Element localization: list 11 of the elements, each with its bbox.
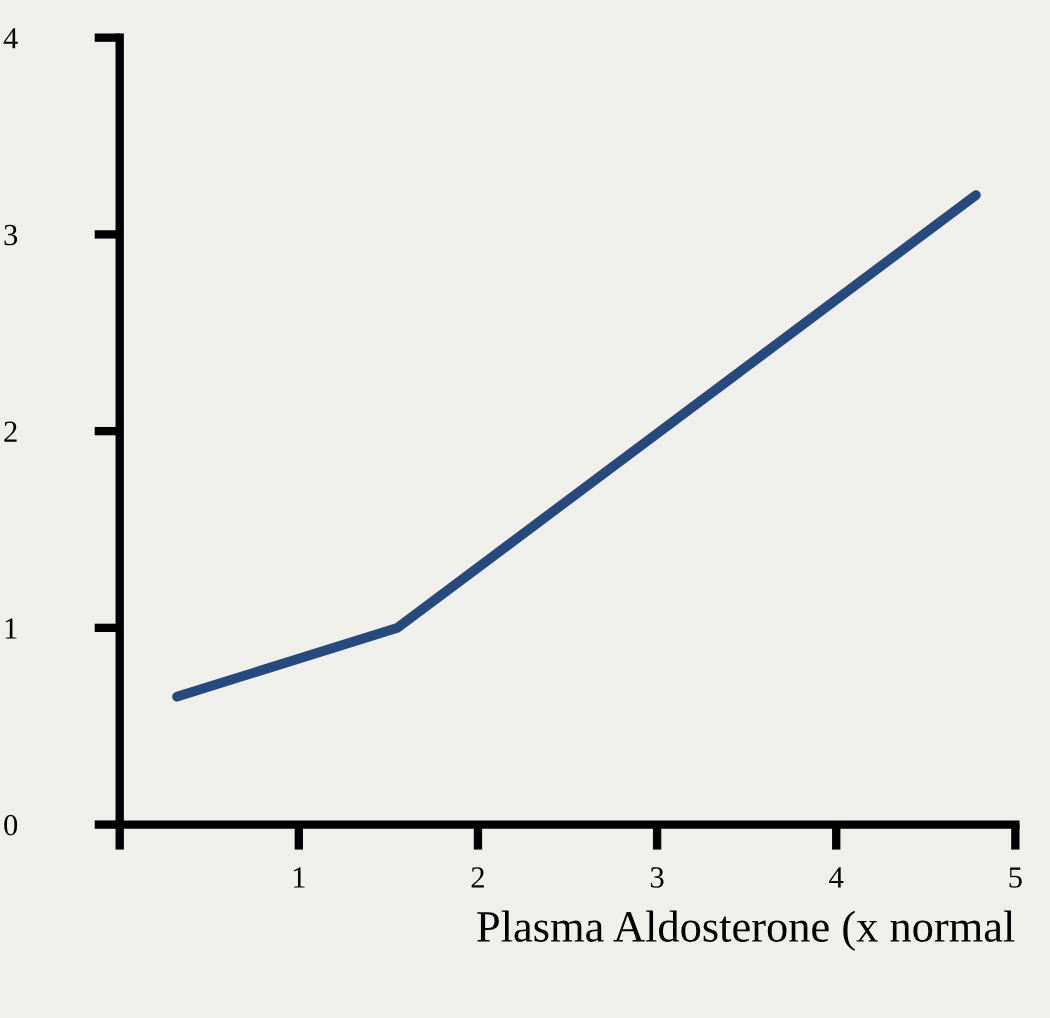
y-tick-label: 0 — [4, 814, 18, 836]
y-tick-label: 2 — [4, 421, 17, 442]
x-tick-label: 3 — [650, 867, 664, 888]
x-axis-title: Plasma Aldosterone (x normal — [477, 910, 1015, 951]
x-tick-label: 2 — [471, 867, 484, 888]
x-tick-label: 5 — [1009, 867, 1022, 888]
x-tick-label: 4 — [829, 867, 844, 888]
y-tick-label: 4 — [3, 28, 18, 49]
y-tick-label: 1 — [5, 618, 17, 639]
y-tick-label: 3 — [4, 224, 18, 246]
x-tick-label: 1 — [293, 867, 305, 888]
